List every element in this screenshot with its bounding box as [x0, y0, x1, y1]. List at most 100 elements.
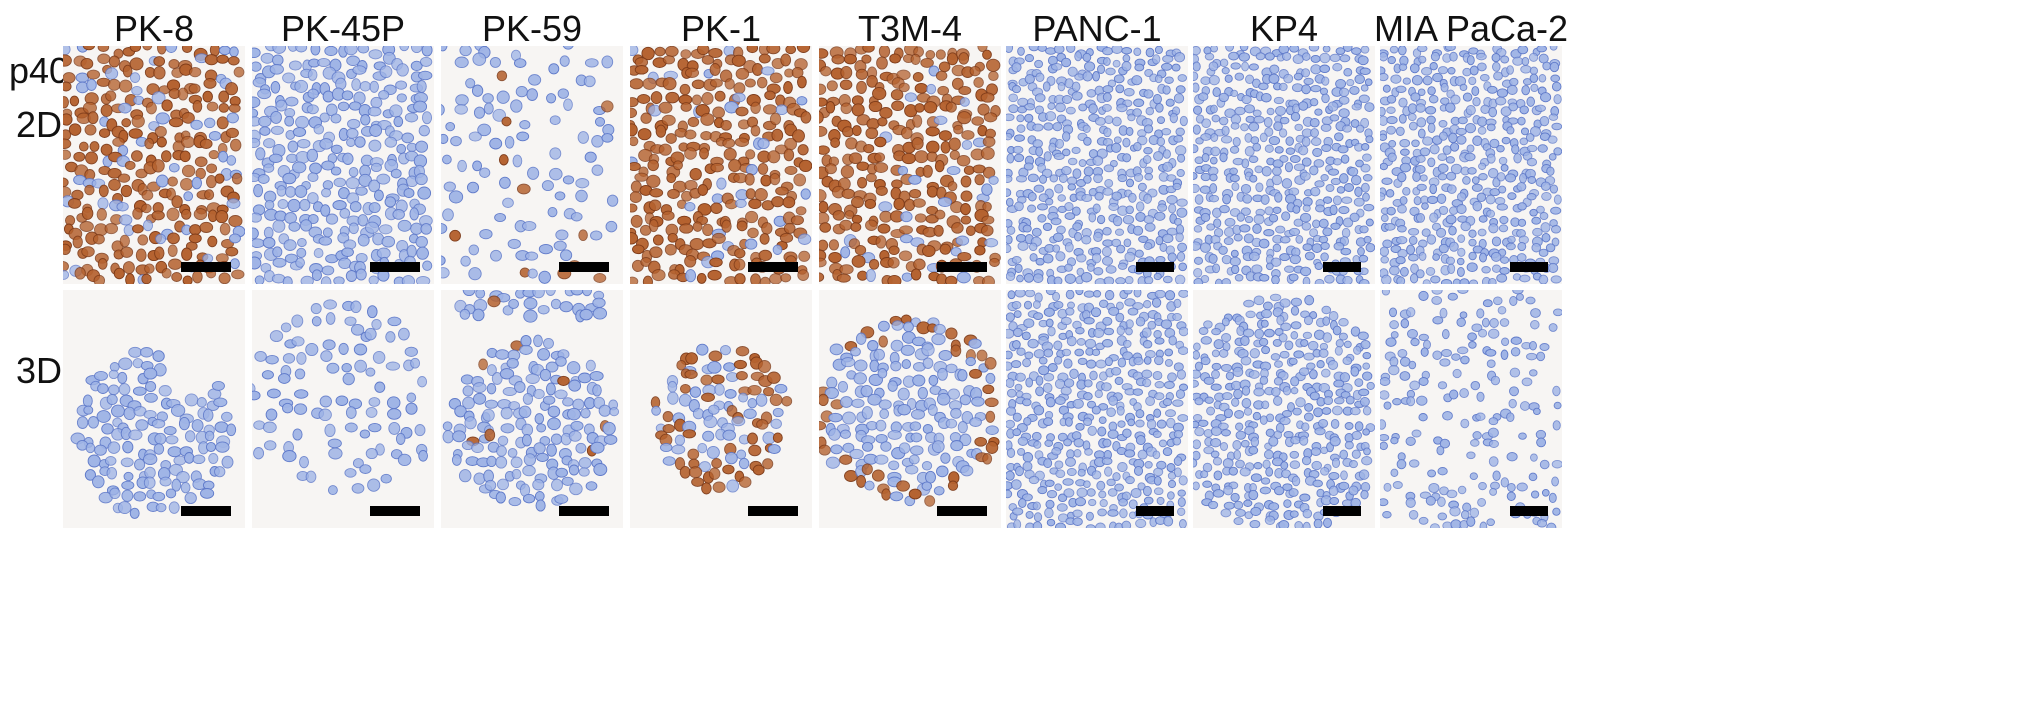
nucleus: [397, 453, 412, 467]
nucleus: [950, 440, 964, 452]
p40-positive-nucleus: [63, 149, 72, 160]
nucleus: [901, 359, 912, 370]
nucleus: [1478, 162, 1487, 170]
nucleus: [1442, 411, 1453, 421]
nucleus: [1318, 235, 1329, 244]
nucleus: [1111, 46, 1123, 54]
nucleus: [698, 461, 711, 473]
nucleus: [1470, 380, 1481, 391]
p40-positive-nucleus: [841, 188, 856, 199]
p40-positive-nucleus: [935, 49, 946, 60]
nucleus: [1115, 277, 1126, 284]
nucleus: [1318, 382, 1330, 393]
nucleus: [1380, 214, 1389, 223]
nucleus: [1103, 164, 1115, 173]
p40-positive-nucleus: [901, 152, 916, 165]
nucleus: [1385, 189, 1395, 198]
nucleus: [1529, 208, 1538, 217]
nucleus: [1365, 135, 1374, 144]
p40-positive-nucleus: [759, 276, 771, 284]
nucleus: [738, 457, 750, 470]
nucleus: [1276, 315, 1285, 326]
nucleus: [877, 320, 890, 332]
p40-positive-nucleus: [750, 101, 761, 114]
nucleus: [550, 298, 562, 310]
nucleus: [1177, 507, 1186, 517]
nucleus: [1052, 122, 1063, 132]
p40-positive-nucleus: [747, 384, 762, 396]
nucleus: [1021, 493, 1033, 502]
nucleus: [1409, 273, 1419, 284]
nucleus: [1166, 463, 1176, 473]
nucleus: [1488, 456, 1499, 467]
micrograph: [63, 290, 245, 528]
nucleus: [1053, 152, 1065, 161]
nucleus: [348, 166, 359, 178]
nucleus: [703, 415, 718, 429]
nucleus: [1472, 135, 1483, 147]
nucleus: [1457, 247, 1466, 257]
nucleus: [92, 475, 105, 489]
nucleus: [1290, 111, 1301, 122]
p40-positive-nucleus: [896, 480, 910, 492]
nucleus: [1243, 407, 1253, 416]
p40-positive-nucleus: [914, 213, 927, 223]
nucleus: [1032, 501, 1041, 511]
nucleus: [1468, 341, 1477, 349]
p40-positive-nucleus: [124, 160, 136, 170]
nucleus: [1548, 153, 1557, 161]
nucleus: [344, 468, 357, 478]
nucleus: [1485, 194, 1496, 205]
p40-positive-nucleus: [648, 219, 659, 233]
nucleus: [1398, 113, 1407, 124]
p40-positive-nucleus: [899, 225, 913, 235]
nucleus: [1014, 134, 1025, 142]
nucleus: [415, 173, 428, 186]
nucleus: [1172, 399, 1184, 407]
nucleus: [1526, 193, 1537, 201]
nucleus: [1249, 174, 1258, 183]
nucleus: [1310, 186, 1321, 197]
p40-positive-nucleus: [945, 327, 958, 340]
nucleus: [134, 458, 146, 471]
nucleus: [1349, 85, 1360, 95]
nucleus: [849, 448, 864, 460]
p40-positive-nucleus: [752, 464, 765, 476]
nucleus: [1269, 64, 1280, 75]
nucleus: [484, 399, 499, 409]
nucleus: [1408, 227, 1420, 236]
nucleus: [1022, 398, 1032, 407]
nucleus: [376, 173, 391, 185]
nucleus: [253, 183, 264, 198]
nucleus: [545, 290, 556, 296]
nucleus: [909, 421, 922, 432]
nucleus: [307, 214, 319, 225]
nucleus: [1144, 173, 1154, 181]
p40-positive-nucleus: [167, 244, 178, 257]
nucleus: [547, 206, 558, 218]
p40-positive-nucleus: [747, 432, 758, 445]
nucleus: [1057, 81, 1066, 92]
nucleus: [1076, 338, 1086, 346]
nucleus: [1300, 339, 1309, 347]
nucleus: [1488, 439, 1499, 448]
nucleus: [1264, 206, 1274, 216]
nucleus: [1288, 227, 1301, 236]
nucleus: [1397, 225, 1407, 233]
p40-positive-nucleus: [877, 117, 888, 127]
nucleus: [837, 380, 849, 393]
nucleus: [282, 172, 297, 185]
nucleus: [1426, 234, 1437, 245]
p40-positive-nucleus: [781, 395, 793, 407]
micrograph: [630, 46, 812, 284]
nucleus: [557, 88, 569, 99]
nucleus: [1193, 46, 1201, 56]
nucleus: [502, 197, 514, 208]
nucleus: [1281, 51, 1292, 61]
micrograph: [819, 290, 1001, 528]
nucleus: [1114, 483, 1124, 492]
p40-positive-nucleus: [679, 223, 694, 234]
nucleus: [496, 445, 507, 457]
nucleus: [1487, 85, 1498, 94]
p40-positive-nucleus: [767, 150, 781, 164]
